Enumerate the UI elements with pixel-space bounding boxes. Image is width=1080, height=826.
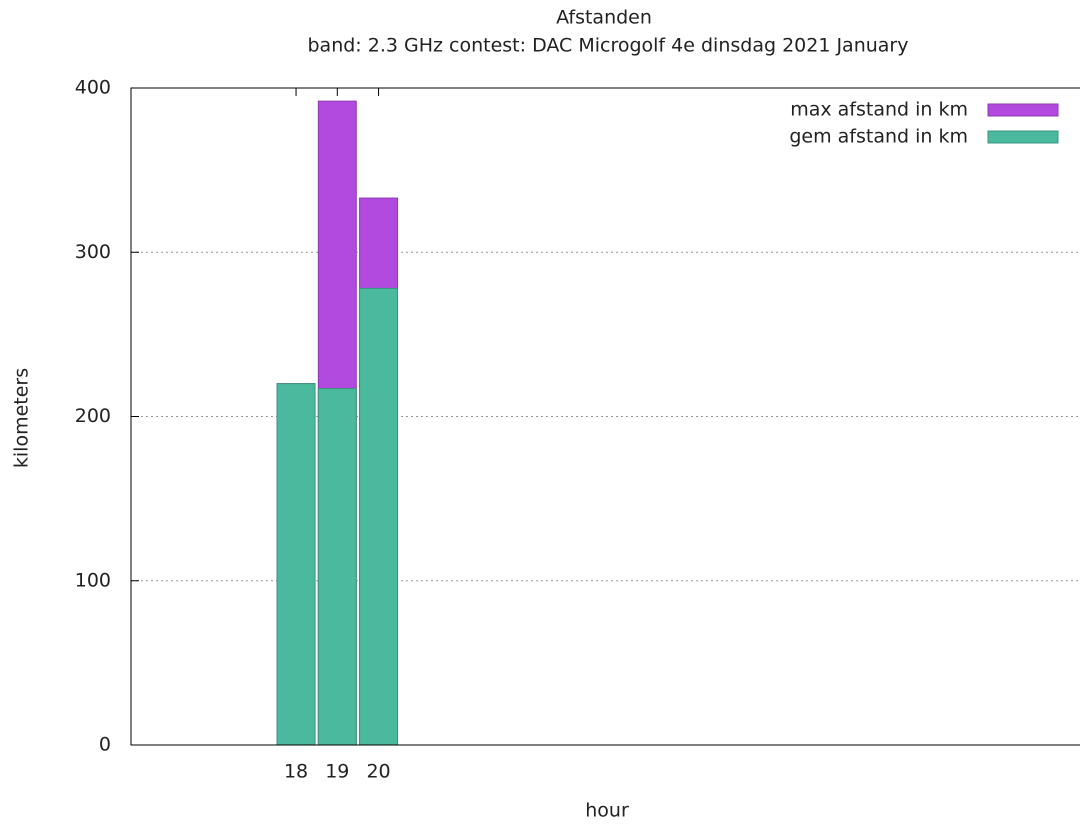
chart-title: Afstanden (556, 7, 652, 29)
legend-label: gem afstand in km (789, 126, 968, 148)
legend-label: max afstand in km (790, 99, 968, 121)
y-tick-label: 0 (99, 734, 111, 756)
x-tick-label: 20 (366, 761, 390, 783)
x-tick-label: 18 (284, 761, 308, 783)
bar (276, 383, 316, 746)
bar (359, 287, 399, 746)
y-axis-label: kilometers (11, 368, 33, 468)
legend-swatch (987, 103, 1059, 117)
y-tick-label: 200 (75, 405, 111, 427)
plot-border (130, 87, 1080, 746)
y-tick-label: 400 (75, 77, 111, 99)
chart-subtitle: band: 2.3 GHz contest: DAC Microgolf 4e … (308, 35, 909, 57)
bar (317, 388, 357, 746)
y-tick-label: 100 (75, 569, 111, 591)
x-tick-label: 19 (325, 761, 349, 783)
y-tick-label: 300 (75, 241, 111, 263)
x-axis-label: hour (585, 800, 629, 822)
legend-swatch (987, 130, 1059, 144)
